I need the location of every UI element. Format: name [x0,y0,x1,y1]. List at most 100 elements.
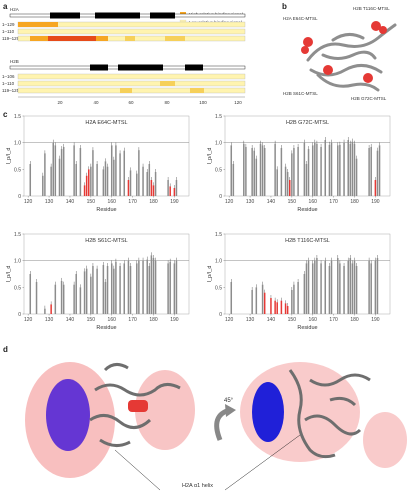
x-tick-label: 180 [350,199,359,205]
x-tick-label: 190 [371,317,380,323]
bar [85,268,88,314]
y-tick-label: 0.5 [14,285,21,291]
bar [376,150,379,196]
bar [129,170,132,196]
bar [288,180,291,196]
bar [148,266,151,314]
h2b-title: H2B [10,59,19,64]
bar [286,172,289,196]
bar [35,282,38,314]
bar [169,261,171,314]
bar [127,180,130,196]
bar [270,298,272,314]
bar [320,263,322,314]
bar [50,166,52,196]
bar [150,255,153,314]
y-tick-label: 0 [18,312,21,318]
x-tick-label: 160 [309,199,318,205]
axis-tick-20: 20 [57,100,63,105]
bar [167,180,169,196]
bar [138,150,140,196]
y-tick-label: 0 [219,194,222,200]
bar [311,263,314,314]
bar [320,146,322,196]
bar [79,148,82,196]
bar [255,158,258,196]
h2a-row-2: 1–110 [2,29,15,34]
bar [119,153,121,196]
bar [113,268,115,314]
bar [104,161,107,196]
bar [276,302,278,314]
x-tick-label: 150 [87,199,96,205]
bar [303,142,306,196]
h2b-row-1: 1–106 [2,74,15,79]
bar [60,280,63,314]
bar [351,263,354,314]
bar [355,158,358,196]
left-ribbon [89,363,181,447]
bar [347,140,349,196]
y-axis-label: I_p/I_d [6,148,12,165]
bar [127,260,130,314]
bar [339,263,341,314]
bar [136,173,138,196]
bar [102,264,105,314]
bar [119,266,121,314]
bar [102,169,105,196]
chart-title: H2A E64C-MTSL [85,120,127,126]
bar [232,164,235,196]
bar [175,260,178,314]
bar [280,148,283,196]
y-tick-label: 0.5 [215,167,222,173]
bar [374,180,377,196]
bar [293,284,295,314]
h2b-row-2: 1–110 [2,81,15,86]
rotation-arrowhead-icon [225,404,236,417]
axis-tick-120: 120 [234,100,242,105]
y-axis-label: I_p/I_d [207,148,213,165]
bar [376,258,379,314]
bar [138,260,140,314]
x-tick-label: 140 [267,317,276,323]
x-tick-label: 180 [149,199,158,205]
bar [343,266,345,314]
bar [110,145,113,196]
bar [123,263,126,314]
bar [347,260,349,314]
bar [62,146,65,196]
x-axis-label: Residue [297,207,317,213]
helix-label: H2A α1 helix [182,483,213,489]
bar [324,260,327,314]
label-h2b-s61c: H2B S61C-MTSL [283,91,318,96]
label-h2b-t116c: H2B T116C-MTSL [353,6,390,11]
bar [284,166,287,196]
bar [251,148,253,196]
bar [370,146,372,196]
bar [123,150,126,196]
bar [297,282,299,314]
bar [75,274,77,314]
bar [368,148,370,196]
bar [349,143,352,196]
bar [305,164,308,196]
x-tick-label: 120 [24,317,33,323]
bar [136,263,138,314]
right-density-lobe [363,412,407,468]
y-tick-label: 1.5 [215,232,222,238]
bar [343,142,345,196]
x-tick-label: 140 [66,317,75,323]
bar [291,290,293,314]
panel-letter-d: d [3,345,8,354]
bar [349,258,352,314]
bar [230,145,233,196]
bar [52,142,54,196]
bar [328,144,331,196]
bar [330,260,333,314]
bar [83,185,86,196]
bar [261,145,264,196]
bar [259,143,262,196]
bar [169,186,171,196]
x-tick-label: 170 [128,317,137,323]
bar [316,143,318,196]
